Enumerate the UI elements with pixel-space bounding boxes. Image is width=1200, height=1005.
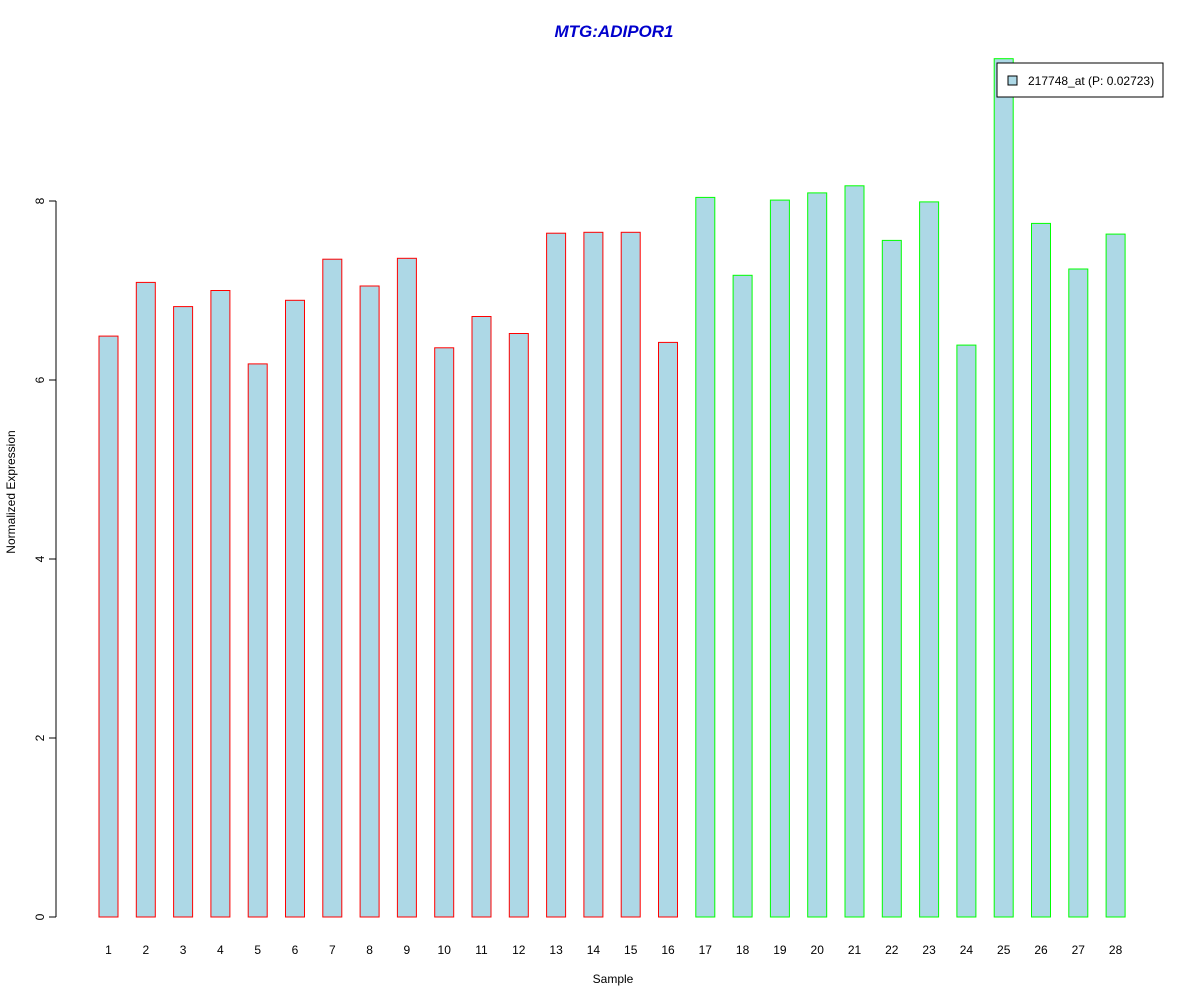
bar xyxy=(881,239,902,918)
x-tick-label: 7 xyxy=(329,943,336,957)
x-tick-label: 15 xyxy=(624,943,638,957)
bar xyxy=(247,363,268,918)
bar xyxy=(583,231,604,918)
x-axis-label: Sample xyxy=(593,972,634,986)
x-tick-label: 27 xyxy=(1072,943,1086,957)
x-tick-label: 9 xyxy=(404,943,411,957)
bar xyxy=(956,344,977,918)
bar xyxy=(359,285,380,918)
bar xyxy=(844,185,865,918)
y-tick-label: 0 xyxy=(33,913,47,920)
y-tick-label: 6 xyxy=(33,376,47,383)
x-tick-label: 20 xyxy=(811,943,825,957)
bar xyxy=(173,306,194,918)
legend: 217748_at (P: 0.02723) xyxy=(996,62,1164,98)
chart-title: MTG:ADIPOR1 xyxy=(555,22,674,41)
x-tick-label: 26 xyxy=(1034,943,1048,957)
y-axis-label: Normalized Expression xyxy=(4,430,18,553)
x-tick-label: 2 xyxy=(142,943,149,957)
x-tick-label: 3 xyxy=(180,943,187,957)
bar xyxy=(322,258,343,918)
x-tick-label: 25 xyxy=(997,943,1011,957)
legend-label: 217748_at (P: 0.02723) xyxy=(1028,74,1154,88)
x-tick-label: 22 xyxy=(885,943,899,957)
x-tick-label: 11 xyxy=(475,943,488,957)
x-tick-label: 12 xyxy=(512,943,526,957)
bars-group xyxy=(98,58,1126,918)
x-tick-label: 14 xyxy=(587,943,601,957)
y-tick-label: 4 xyxy=(33,555,47,562)
bar xyxy=(620,231,641,918)
bar xyxy=(658,341,678,918)
x-tick-label: 18 xyxy=(736,943,750,957)
bar xyxy=(98,335,119,918)
legend-swatch xyxy=(1007,75,1018,86)
bar xyxy=(434,347,455,918)
bar xyxy=(732,274,753,918)
x-tick-label: 5 xyxy=(254,943,261,957)
x-tick-label: 1 xyxy=(105,943,112,957)
y-tick-label: 2 xyxy=(33,734,47,741)
bar xyxy=(807,192,828,918)
bar xyxy=(210,290,231,918)
x-tick-label: 23 xyxy=(922,943,936,957)
x-tick-label: 16 xyxy=(661,943,675,957)
bar xyxy=(508,333,529,918)
x-tick-label: 28 xyxy=(1109,943,1123,957)
x-tick-label: 24 xyxy=(960,943,974,957)
bar xyxy=(1031,222,1051,918)
bar xyxy=(546,232,567,918)
x-tick-label: 6 xyxy=(292,943,299,957)
bar xyxy=(1068,268,1089,918)
legend-box xyxy=(996,62,1164,98)
bar xyxy=(993,58,1014,918)
x-tick-label: 8 xyxy=(366,943,373,957)
bar xyxy=(695,196,716,918)
x-tick-label: 17 xyxy=(699,943,713,957)
x-tick-label: 10 xyxy=(438,943,452,957)
bar xyxy=(769,199,790,918)
bar xyxy=(471,316,492,918)
x-tick-labels: 1 2 3 4 5 6 7 8 9 10 11 12 13 14 15 16 17 18 19 20 21 22 23 24 2… xyxy=(105,943,1122,957)
bar xyxy=(396,257,417,918)
x-tick-label: 21 xyxy=(848,943,862,957)
bar xyxy=(919,201,940,918)
y-tick-label: 8 xyxy=(33,197,47,204)
x-tick-label: 13 xyxy=(549,943,563,957)
y-axis: 0 2 4 6 8 xyxy=(33,197,57,920)
bar xyxy=(135,281,156,918)
bar xyxy=(1105,233,1126,918)
x-tick-label: 4 xyxy=(217,943,224,957)
bar xyxy=(285,299,305,918)
x-tick-label: 19 xyxy=(773,943,787,957)
